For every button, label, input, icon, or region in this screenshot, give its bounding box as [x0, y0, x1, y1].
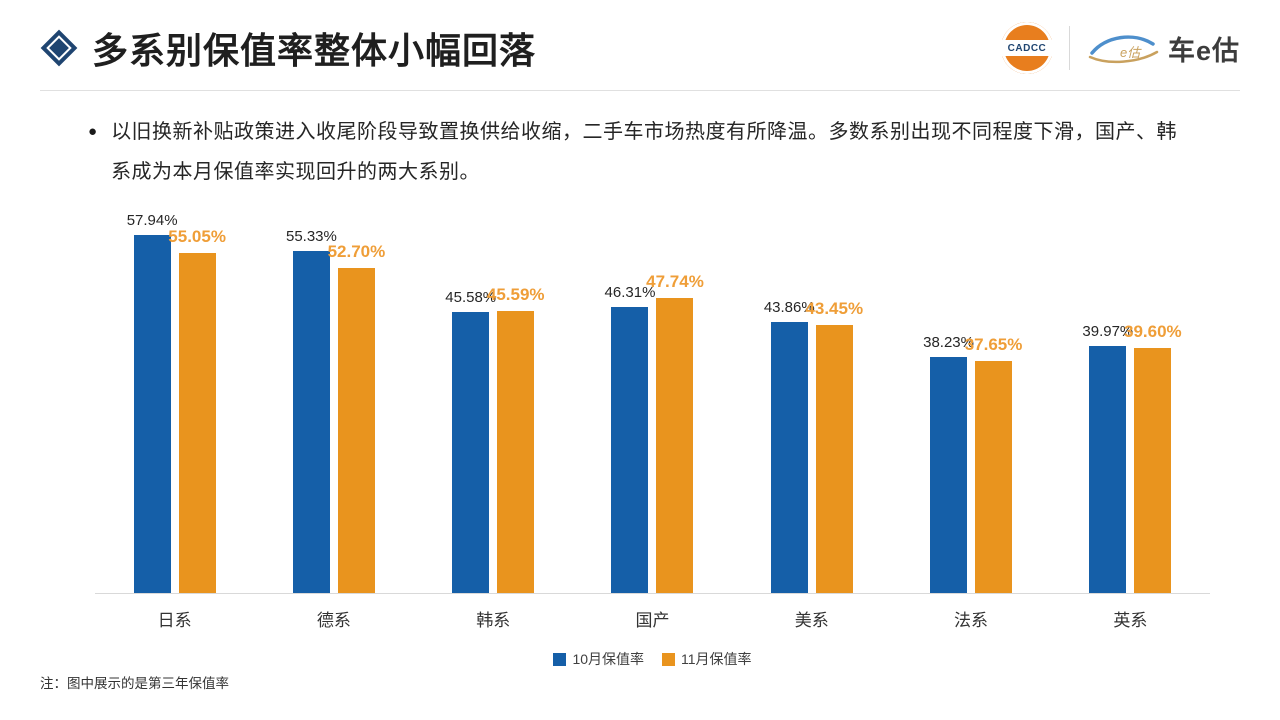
bar-series-0: 43.86%	[764, 299, 815, 593]
logo-divider	[1068, 26, 1070, 70]
plot-area: 57.94% 55.05% 55.33% 52.70% 45.58% 45.59% 46.3…	[95, 208, 1210, 594]
bar-series-0: 38.23%	[923, 334, 974, 593]
bar-series-1: 37.65%	[965, 335, 1022, 593]
bar-series-1: 43.45%	[805, 299, 863, 593]
bar-group: 55.33% 52.70%	[254, 208, 413, 593]
bar-group: 43.86% 43.45%	[732, 208, 891, 593]
summary: ● 以旧换新补贴政策进入收尾阶段导致置换供给收缩，二手车市场热度有所降温。多数系…	[88, 112, 1188, 192]
category-label: 德系	[316, 611, 351, 630]
bar-value-label: 57.94%	[126, 212, 178, 230]
category-axis: 日系 德系 韩系 国产 美系 法系 英系	[95, 594, 1210, 631]
category-label: 日系	[157, 611, 192, 630]
bar-series-1: 39.60%	[1124, 322, 1182, 593]
svg-text:e估: e估	[1120, 45, 1142, 60]
bar-series-1: 47.74%	[646, 272, 704, 593]
bar-value-label: 47.74%	[646, 272, 704, 292]
bar-series-1: 55.05%	[168, 227, 226, 593]
legend-item: 11月保值率	[662, 649, 752, 669]
bar-value-label: 55.33%	[285, 228, 337, 246]
logo-group: CADCC e估 车e估	[997, 22, 1240, 74]
footnote: 注：图中展示的是第三年保值率	[40, 676, 229, 691]
legend-label: 11月保值率	[681, 651, 752, 667]
bar-value-label: 45.59%	[486, 285, 545, 305]
bar-group: 39.97% 39.60%	[1051, 208, 1210, 593]
bar-group: 38.23% 37.65%	[891, 208, 1050, 593]
bar-series-0: 39.97%	[1082, 323, 1133, 593]
summary-text: 以旧换新补贴政策进入收尾阶段导致置换供给收缩，二手车市场热度有所降温。多数系别出…	[111, 121, 1178, 183]
category-label: 国产	[635, 611, 670, 630]
header-divider	[40, 90, 1240, 91]
bar-value-label: 39.97%	[1082, 323, 1134, 341]
title-wrap: 多系别保值率整体小幅回落	[40, 22, 536, 74]
chart-legend: 10月保值率 11月保值率	[95, 649, 1210, 669]
bar-series-0: 46.31%	[605, 284, 655, 593]
bar-group: 57.94% 55.05%	[95, 208, 254, 593]
bar-value-label: 43.86%	[763, 299, 815, 317]
bar-value-label: 37.65%	[964, 334, 1023, 354]
legend-swatch-icon	[553, 652, 567, 666]
bar-series-1: 45.59%	[487, 285, 545, 593]
bar-chart: 57.94% 55.05% 55.33% 52.70% 45.58% 45.59% 46.3…	[95, 208, 1210, 669]
category-label: 英系	[1113, 611, 1148, 630]
diamond-icon	[40, 29, 78, 67]
bullet-icon: ●	[88, 123, 98, 140]
bar-value-label: 39.60%	[1123, 322, 1182, 342]
bar-series-0: 57.94%	[127, 212, 178, 593]
bar-value-label: 45.58%	[445, 288, 497, 306]
header: 多系别保值率整体小幅回落 CADCC e估 车e估	[40, 18, 1240, 78]
category-label: 法系	[954, 611, 989, 630]
category-label: 韩系	[476, 611, 511, 630]
legend-item: 10月保值率	[553, 649, 644, 669]
page-title: 多系别保值率整体小幅回落	[92, 30, 537, 71]
cadcc-logo-text: CADCC	[997, 40, 1056, 56]
cadcc-logo-icon: CADCC	[997, 22, 1056, 74]
brand-logo: e估 车e估	[1086, 27, 1240, 69]
bar-value-label: 46.31%	[604, 284, 656, 301]
legend-swatch-icon	[662, 652, 676, 666]
bar-value-label: 43.45%	[805, 298, 864, 318]
bar-series-0: 45.58%	[445, 289, 496, 593]
car-swoosh-icon: e估	[1088, 35, 1159, 64]
category-label: 美系	[794, 611, 829, 630]
bar-value-label: 38.23%	[923, 333, 974, 351]
bar-value-label: 52.70%	[327, 241, 386, 261]
bar-group: 46.31% 47.74%	[573, 208, 732, 593]
legend-label: 10月保值率	[572, 651, 645, 667]
bar-series-0: 55.33%	[286, 228, 337, 593]
bar-value-label: 55.05%	[168, 227, 226, 246]
brand-logo-text: 车e估	[1167, 35, 1240, 66]
bar-series-1: 52.70%	[328, 242, 385, 593]
bar-group: 45.58% 45.59%	[414, 208, 573, 593]
